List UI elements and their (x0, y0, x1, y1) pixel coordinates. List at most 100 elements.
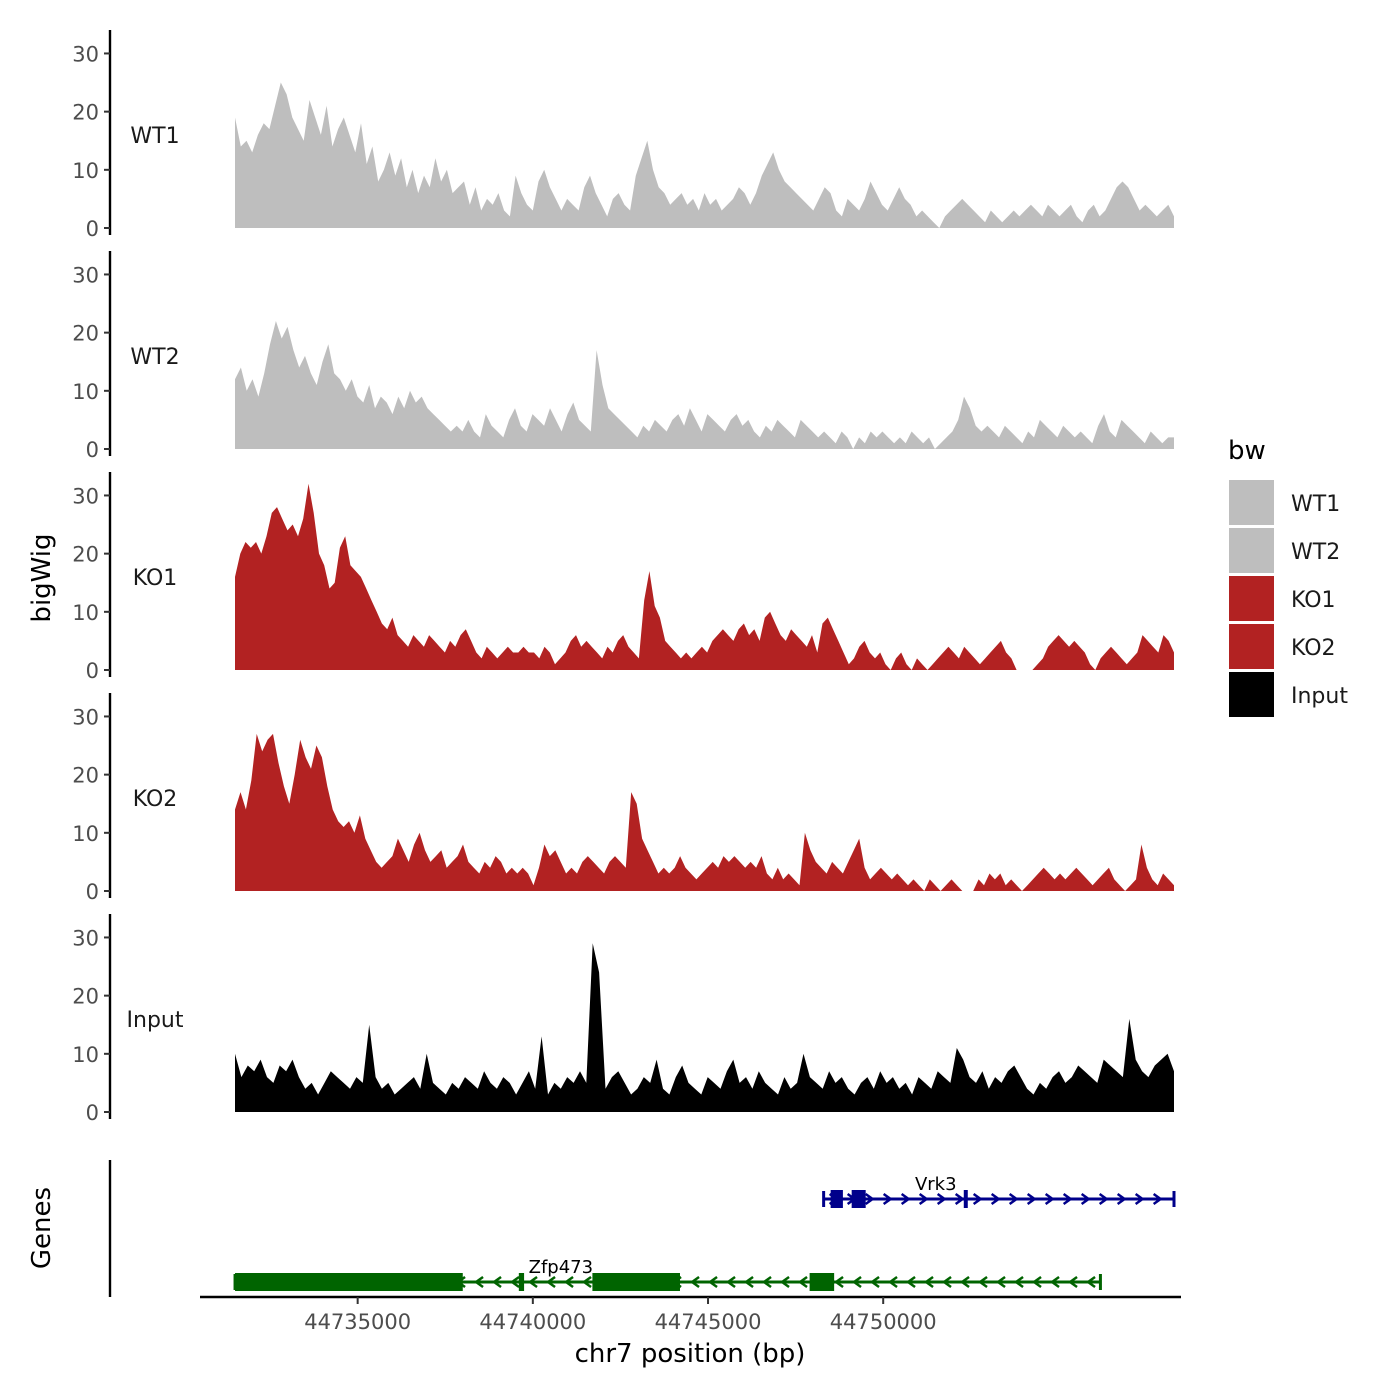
legend-title: bw (1228, 436, 1266, 466)
strand-arrow (1049, 1275, 1060, 1289)
strand-arrow (995, 1275, 1006, 1289)
strand-arrow (563, 1275, 574, 1289)
legend-swatch-ko2 (1229, 624, 1274, 669)
strand-arrow (833, 1275, 844, 1289)
y-tick-label: 20 (72, 543, 99, 567)
strand-arrow (473, 1275, 484, 1289)
strand-arrow (972, 1192, 983, 1206)
coverage-area-input (235, 943, 1174, 1112)
strand-arrow (1008, 1192, 1019, 1206)
y-tick-label: 0 (86, 659, 99, 683)
x-tick-label: 44750000 (830, 1310, 937, 1334)
track-panel-wt2: 0 10 20 30 WT2 (72, 251, 1174, 462)
strand-arrow (509, 1275, 520, 1289)
strand-arrow (977, 1275, 988, 1289)
track-label: WT2 (130, 345, 179, 370)
y-tick-label: 30 (72, 42, 99, 66)
strand-arrow (1044, 1192, 1055, 1206)
coverage-area-wt1 (235, 82, 1174, 228)
legend-label-ko2: KO2 (1291, 636, 1336, 661)
exon (809, 1273, 835, 1291)
strand-arrow (851, 1275, 862, 1289)
genes-axis-title: Genes (27, 1187, 57, 1269)
y-tick-label: 0 (86, 217, 99, 241)
strand-arrow (900, 1192, 911, 1206)
y-axis-title: bigWig (27, 533, 57, 622)
gene-zfp473: Zfp473 (233, 1257, 1102, 1291)
strand-arrow (797, 1275, 808, 1289)
strand-arrow (1085, 1275, 1096, 1289)
exon (235, 1273, 463, 1291)
legend-label-ko1: KO1 (1291, 588, 1336, 613)
track-panels: 0 10 20 30 WT1 0 10 20 30 WT2 0 10 20 30 KO1 0 10 20 30 KO2… (72, 30, 1174, 1125)
strand-arrow (689, 1275, 700, 1289)
y-tick-label: 0 (86, 438, 99, 462)
legend-swatch-wt2 (1229, 528, 1274, 573)
strand-arrow (545, 1275, 556, 1289)
y-tick-label: 20 (72, 101, 99, 125)
y-tick-label: 30 (72, 926, 99, 950)
strand-arrow (887, 1275, 898, 1289)
strand-arrow (581, 1275, 592, 1289)
y-tick-label: 20 (72, 985, 99, 1009)
strand-arrow (1116, 1192, 1127, 1206)
strand-arrow (864, 1192, 875, 1206)
strand-arrow (1134, 1192, 1145, 1206)
coverage-area-ko1 (235, 483, 1174, 670)
legend-label-input: Input (1291, 684, 1348, 709)
legend-swatch-wt1 (1229, 480, 1274, 525)
strand-arrow (725, 1275, 736, 1289)
strand-arrow (905, 1275, 916, 1289)
y-tick-label: 30 (72, 484, 99, 508)
y-tick-label: 10 (72, 159, 99, 183)
y-tick-label: 10 (72, 601, 99, 625)
strand-arrow (761, 1275, 772, 1289)
x-tick-label: 44735000 (304, 1310, 411, 1334)
gene-label: Vrk3 (915, 1174, 957, 1195)
strand-arrow (1013, 1275, 1024, 1289)
strand-arrow (1067, 1275, 1078, 1289)
exon (830, 1190, 843, 1208)
strand-arrow (936, 1192, 947, 1206)
strand-arrow (1026, 1192, 1037, 1206)
track-label: KO2 (133, 787, 178, 812)
strand-arrow (923, 1275, 934, 1289)
y-tick-label: 10 (72, 1043, 99, 1067)
gene-vrk3: Vrk3 (822, 1174, 1176, 1208)
strand-arrow (941, 1275, 952, 1289)
legend: bw WT1 WT2 KO1 KO2 Input (1228, 436, 1348, 717)
y-tick-label: 0 (86, 1101, 99, 1125)
track-panel-ko1: 0 10 20 30 KO1 (72, 472, 1174, 683)
y-tick-label: 30 (72, 263, 99, 287)
strand-arrow (779, 1275, 790, 1289)
y-tick-label: 10 (72, 822, 99, 846)
y-tick-label: 20 (72, 322, 99, 346)
strand-arrow (743, 1275, 754, 1289)
strand-arrow (869, 1275, 880, 1289)
exon (518, 1273, 525, 1291)
strand-arrow (918, 1192, 929, 1206)
strand-arrow (707, 1275, 718, 1289)
exon (963, 1190, 968, 1208)
legend-label-wt1: WT1 (1291, 492, 1340, 517)
coverage-area-wt2 (235, 321, 1174, 449)
track-label: WT1 (130, 124, 179, 149)
strand-arrow (1031, 1275, 1042, 1289)
gene-label: Zfp473 (529, 1257, 593, 1278)
track-panel-wt1: 0 10 20 30 WT1 (72, 30, 1174, 241)
coverage-area-ko2 (235, 733, 1174, 891)
strand-arrow (1098, 1192, 1109, 1206)
track-label: Input (127, 1008, 184, 1033)
strand-arrow (1062, 1192, 1073, 1206)
legend-swatch-input (1229, 672, 1274, 717)
strand-arrow (954, 1192, 965, 1206)
track-panel-ko2: 0 10 20 30 KO2 (72, 693, 1174, 904)
y-tick-label: 20 (72, 764, 99, 788)
strand-arrow (990, 1192, 1001, 1206)
genes-panel: 44735000 44740000 44745000 44750000 Zfp473 Vr… (108, 1160, 1181, 1334)
strand-arrow (1152, 1192, 1163, 1206)
strand-arrow (527, 1275, 538, 1289)
track-label: KO1 (133, 566, 178, 591)
exon (592, 1273, 680, 1291)
